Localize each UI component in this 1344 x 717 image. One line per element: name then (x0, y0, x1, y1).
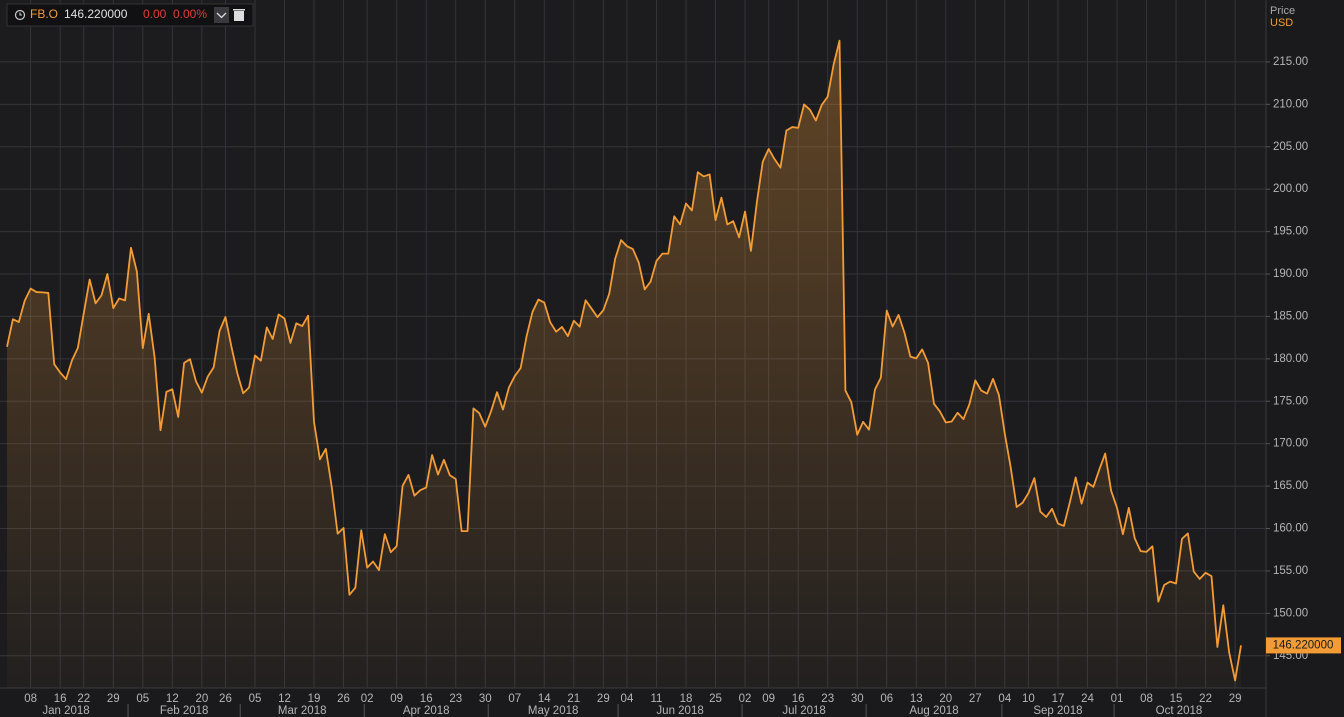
dropdown-button[interactable] (214, 7, 229, 23)
dropdown-icon (216, 12, 227, 19)
x-tick-label: 29 (597, 693, 610, 705)
y-tick-label: 185.00 (1273, 310, 1308, 322)
y-axis-label: Price (1270, 5, 1295, 17)
last-price-text: 146.220000 (1273, 639, 1334, 651)
x-tick-label: 18 (680, 693, 693, 705)
month-label: Mar 2018 (278, 705, 327, 717)
x-tick-label: 27 (969, 693, 982, 705)
y-tick-label: 215.00 (1273, 56, 1308, 68)
y-tick-label: 190.00 (1273, 268, 1308, 280)
month-label: Apr 2018 (403, 705, 450, 717)
price: 146.220000 (64, 7, 128, 21)
plot (6, 39, 1242, 689)
x-tick-label: 20 (939, 693, 952, 705)
x-tick-label: 02 (739, 693, 752, 705)
x-tick-label: 26 (337, 693, 350, 705)
x-tick-label: 23 (449, 693, 462, 705)
x-tick-label: 30 (479, 693, 492, 705)
x-tick-label: 15 (1170, 693, 1183, 705)
axes: 145.00150.00155.00160.00165.00170.00175.… (24, 56, 1308, 717)
x-tick-label: 08 (1140, 693, 1153, 705)
x-tick-label: 24 (1081, 693, 1094, 705)
x-tick-label: 09 (390, 693, 403, 705)
last-price-box (1266, 637, 1341, 654)
y-tick-label: 165.00 (1273, 480, 1308, 492)
change-pct: 0.00% (173, 7, 207, 21)
trash-lid (233, 9, 245, 11)
last-price-tag: 146.220000 (1266, 637, 1341, 654)
symbol: FB.O (30, 7, 58, 21)
x-tick-label: 17 (1052, 693, 1065, 705)
month-label: Jun 2018 (656, 705, 703, 717)
x-tick-label: 16 (420, 693, 433, 705)
x-axis-panel (0, 688, 1266, 717)
month-label: Jul 2018 (782, 705, 825, 717)
x-tick-label: 08 (24, 693, 37, 705)
month-label: Oct 2018 (1156, 705, 1203, 717)
x-tick-label: 07 (508, 693, 521, 705)
x-tick-label: 13 (910, 693, 923, 705)
x-tick-label: 16 (54, 693, 67, 705)
x-tick-label: 11 (650, 693, 662, 705)
y-tick-label: 170.00 (1273, 438, 1308, 450)
x-tick-label: 12 (278, 693, 291, 705)
month-label: Sep 2018 (1033, 705, 1082, 717)
y-tick-label: 180.00 (1273, 353, 1308, 365)
y-tick-label: 205.00 (1273, 141, 1308, 153)
y-tick-label: 155.00 (1273, 565, 1308, 577)
y-tick-label: 160.00 (1273, 523, 1308, 535)
y-tick-label: 195.00 (1273, 226, 1308, 238)
axis-panel (1266, 0, 1344, 717)
clock-icon (14, 9, 26, 21)
x-tick-label: 12 (166, 693, 179, 705)
x-tick-label: 21 (567, 693, 580, 705)
header-bg (6, 3, 254, 27)
price-line (6, 39, 1242, 682)
x-tick-label: 02 (361, 693, 374, 705)
y-tick-label: 200.00 (1273, 183, 1308, 195)
x-tick-label: 25 (709, 693, 722, 705)
x-tick-label: 29 (107, 693, 120, 705)
y-tick-label: 175.00 (1273, 395, 1308, 407)
x-tick-label: 01 (1111, 693, 1124, 705)
x-tick-label: 29 (1229, 693, 1242, 705)
x-tick-label: 30 (851, 693, 864, 705)
x-tick-label: 04 (621, 693, 634, 705)
clock-hands (19, 12, 22, 16)
x-tick-label: 26 (219, 693, 232, 705)
x-tick-label: 05 (249, 693, 262, 705)
x-tick-label: 22 (77, 693, 90, 705)
month-label: May 2018 (528, 705, 579, 717)
area-fill (7, 40, 1241, 689)
x-tick-label: 04 (998, 693, 1011, 705)
month-label: Feb 2018 (160, 705, 209, 717)
x-tick-label: 06 (880, 693, 893, 705)
x-tick-label: 22 (1199, 693, 1212, 705)
delete-button[interactable] (233, 9, 245, 21)
y-tick-label: 210.00 (1273, 98, 1308, 110)
header-box: FB.O 146.220000 0.00 0.00% (6, 3, 254, 27)
month-label: Aug 2018 (909, 705, 958, 717)
x-tick-label: 20 (195, 693, 208, 705)
month-label: Jan 2018 (42, 705, 89, 717)
x-tick-label: 09 (762, 693, 775, 705)
x-tick-label: 19 (308, 693, 321, 705)
change: 0.00 (143, 7, 167, 21)
trash-icon (234, 11, 244, 21)
x-tick-label: 23 (821, 693, 834, 705)
y-tick-label: 150.00 (1273, 607, 1308, 619)
x-tick-label: 14 (538, 693, 551, 705)
x-tick-label: 10 (1022, 693, 1035, 705)
currency-label: USD (1270, 17, 1293, 29)
x-tick-label: 16 (792, 693, 805, 705)
x-tick-label: 05 (136, 693, 149, 705)
